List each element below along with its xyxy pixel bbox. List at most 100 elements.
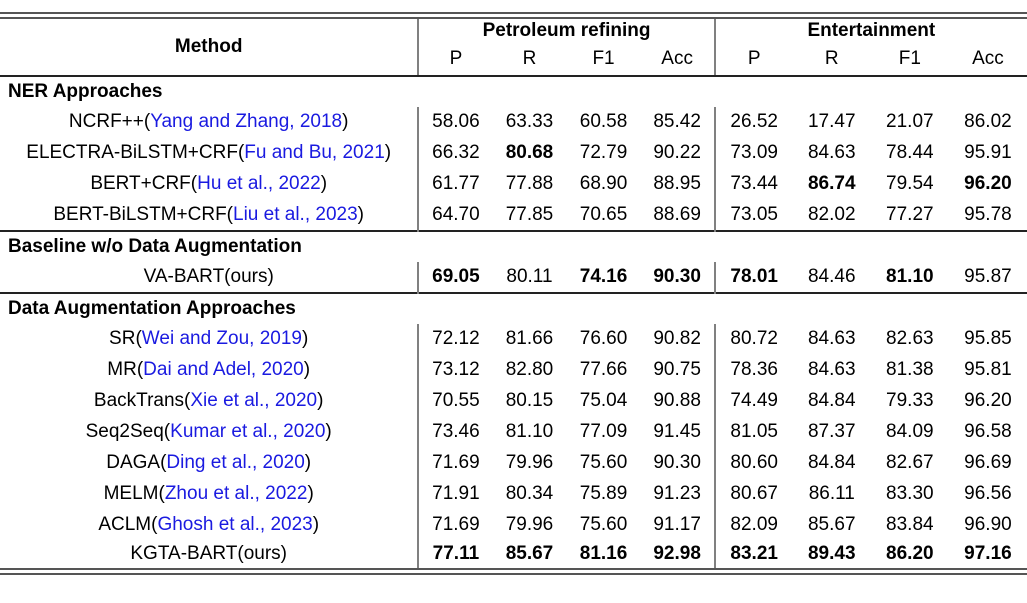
metric-value: 64.70 [417,199,493,231]
col-header-petroleum-p: P [417,43,493,77]
metric-value: 88.69 [653,203,701,225]
table-row: BackTrans(Xie et al., 2020) 70.55 80.15 75.… [0,385,1027,417]
ours-label: ours [243,543,281,565]
metric-value: 96.56 [964,483,1012,504]
metric-value: 73.46 [417,416,493,448]
metric-value: 83.21 [713,540,793,572]
metric-value: 84.63 [807,359,856,380]
citation-link[interactable]: Yang and Zhang, 2018 [150,111,343,132]
metric-value: 81.10 [886,265,934,287]
table-row: ACLM(Ghosh et al., 2023) 71.69 79.96 75.60 9… [0,509,1027,541]
citation-link[interactable]: Wei and Zou, 2019 [141,328,302,349]
citation-link[interactable]: Ghosh et al., 2023 [157,514,313,535]
metric-value: 86.20 [886,543,934,565]
metric-value: 73.12 [417,354,493,386]
metric-value: 79.96 [505,452,554,473]
method-name-close: ) [280,543,287,565]
ours-label: ours [230,265,268,287]
header-group-row: Method Petroleum refining Entertainment [0,15,1027,77]
method-name-close: ) [384,142,392,163]
metric-value: 75.60 [579,514,628,535]
metric-value: 85.67 [807,514,856,535]
metric-value: 77.11 [417,540,493,572]
metric-value: 96.58 [964,421,1012,442]
method-name-close: ) [312,514,320,535]
metric-value: 58.06 [417,106,493,138]
method-name: BackTrans( [93,390,191,411]
group-header-entertainment: Entertainment [713,15,1027,44]
metric-value: 90.30 [653,452,701,473]
table-row: KGTA-BART(ours) 77.11 85.67 81.16 92.98 83.21… [0,540,1027,572]
metric-value: 73.05 [713,199,793,231]
metric-value: 95.85 [964,328,1012,349]
citation-link[interactable]: Xie et al., 2020 [190,390,318,411]
citation-link[interactable]: Hu et al., 2022 [197,173,321,194]
method-name-close: ) [307,483,314,504]
metric-value: 82.80 [505,359,554,380]
table-row: BERT+CRF(Hu et al., 2022) 61.77 77.88 68.90… [0,168,1027,200]
table-row: DAGA(Ding et al., 2020) 71.69 79.96 75.60 90… [0,447,1027,479]
metric-value: 73.09 [713,137,793,169]
metric-value: 17.47 [807,111,856,132]
group-header-petroleum-refining: Petroleum refining [417,15,715,44]
citation-link[interactable]: Kumar et al., 2020 [170,421,326,442]
method-column-header: Method [0,15,419,77]
metric-value: 82.63 [886,328,934,349]
metric-value: 79.33 [886,390,934,411]
method-name-close: ) [303,359,311,380]
method-cell: DAGA(Ding et al., 2020) [0,448,418,479]
metric-value: 84.46 [807,265,856,287]
citation-link[interactable]: Fu and Bu, 2021 [244,142,385,163]
metric-value: 72.12 [417,323,493,355]
metric-value: 80.72 [713,323,793,355]
col-header-entertainment-r: R [792,43,871,77]
metric-value: 85.42 [653,111,701,132]
metric-value: 77.27 [886,203,934,225]
method-cell: BERT-BiLSTM+CRF(Liu et al., 2023) [0,200,418,231]
metric-value: 69.05 [417,261,493,293]
metric-value: 96.20 [964,173,1012,194]
metric-value: 84.84 [807,390,856,411]
citation-link[interactable]: Ding et al., 2020 [166,452,305,473]
metric-value: 84.84 [807,452,856,473]
method-name: KGTA-BART( [130,543,244,565]
table-row: BERT-BiLSTM+CRF(Liu et al., 2023) 64.70 77… [0,199,1027,231]
metric-value: 86.11 [808,483,855,504]
metric-value: 80.60 [713,447,793,479]
metric-value: 80.34 [505,483,554,504]
metric-value: 26.52 [713,106,793,138]
table-row: ELECTRA-BiLSTM+CRF(Fu and Bu, 2021) 66.32… [0,137,1027,169]
section-title: Baseline w/o Data Augmentation [0,229,1027,262]
metric-value: 71.69 [417,447,493,479]
metric-value: 81.10 [505,421,554,442]
table-row: NCRF++(Yang and Zhang, 2018) 58.06 63.33 60… [0,106,1027,138]
method-name: SR( [109,328,142,349]
metric-value: 92.98 [653,543,701,565]
citation-link[interactable]: Liu et al., 2023 [233,203,358,225]
metric-value: 61.77 [417,168,493,200]
metric-value: 81.38 [886,359,934,380]
table-body: NER Approaches NCRF++(Yang and Zhang, 201… [0,74,1027,572]
table-row: SR(Wei and Zou, 2019) 72.12 81.66 76.60 90.8… [0,323,1027,355]
metric-value: 90.75 [653,359,701,380]
metric-value: 73.44 [713,168,793,200]
method-name-close: ) [267,265,274,287]
metric-value: 71.69 [417,509,493,541]
metric-value: 78.44 [886,142,934,163]
method-name-close: ) [325,421,332,442]
metric-value: 82.02 [807,203,856,225]
metric-value: 90.88 [653,390,701,411]
method-name: ELECTRA-BiLSTM+CRF( [26,142,245,163]
metric-value: 74.49 [713,385,793,417]
method-name: BERT+CRF( [90,173,198,194]
table-row: VA-BART(ours) 69.05 80.11 74.16 90.30 78.01 84… [0,261,1027,293]
metric-value: 90.30 [653,265,701,287]
method-cell: KGTA-BART(ours) [0,541,418,572]
metric-value: 86.74 [807,173,856,194]
citation-link[interactable]: Zhou et al., 2022 [164,483,308,504]
citation-link[interactable]: Dai and Adel, 2020 [143,359,304,380]
metric-value: 84.63 [807,328,856,349]
metric-value: 77.66 [579,359,628,380]
metric-value: 90.82 [653,328,701,349]
section-title: NER Approaches [0,74,1027,107]
